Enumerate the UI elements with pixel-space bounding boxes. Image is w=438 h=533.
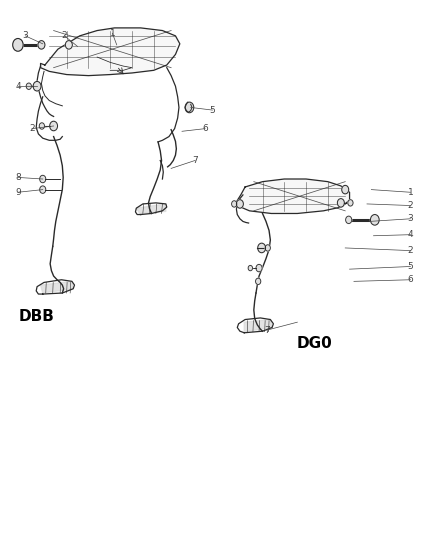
Circle shape	[337, 199, 344, 207]
Circle shape	[371, 215, 379, 225]
Text: 8: 8	[15, 173, 21, 182]
Text: 2: 2	[408, 246, 413, 255]
Text: 5: 5	[408, 262, 413, 271]
Circle shape	[26, 83, 32, 90]
Text: 5: 5	[210, 106, 215, 115]
Circle shape	[40, 186, 46, 193]
Circle shape	[65, 41, 72, 49]
Circle shape	[255, 278, 261, 285]
Text: 7: 7	[192, 156, 198, 165]
Circle shape	[256, 264, 262, 272]
Circle shape	[39, 123, 45, 129]
Text: 6: 6	[202, 124, 208, 133]
Circle shape	[38, 41, 45, 49]
Text: 2: 2	[62, 31, 67, 41]
Circle shape	[258, 243, 265, 253]
Circle shape	[248, 265, 253, 271]
Text: 7: 7	[264, 326, 270, 335]
Circle shape	[232, 201, 237, 207]
Circle shape	[346, 216, 352, 223]
Circle shape	[49, 121, 57, 131]
Circle shape	[13, 38, 23, 51]
Circle shape	[342, 185, 349, 194]
Text: 3: 3	[22, 31, 28, 41]
Circle shape	[348, 200, 353, 206]
Circle shape	[185, 102, 194, 113]
Text: DG0: DG0	[297, 336, 332, 351]
Text: 4: 4	[408, 230, 413, 239]
Polygon shape	[136, 204, 166, 214]
Circle shape	[265, 245, 270, 251]
Polygon shape	[244, 319, 272, 332]
Text: 2: 2	[408, 201, 413, 210]
Text: 2: 2	[29, 124, 35, 133]
Text: 9: 9	[15, 188, 21, 197]
Polygon shape	[41, 28, 180, 76]
Text: 1: 1	[408, 188, 413, 197]
Polygon shape	[237, 179, 350, 214]
Text: 3: 3	[408, 214, 413, 223]
Text: 1: 1	[110, 29, 115, 38]
Polygon shape	[41, 281, 73, 293]
Text: 6: 6	[408, 275, 413, 284]
Circle shape	[237, 200, 244, 208]
Circle shape	[40, 175, 46, 183]
Text: DBB: DBB	[18, 309, 54, 325]
Text: 4: 4	[15, 82, 21, 91]
Circle shape	[33, 82, 41, 91]
